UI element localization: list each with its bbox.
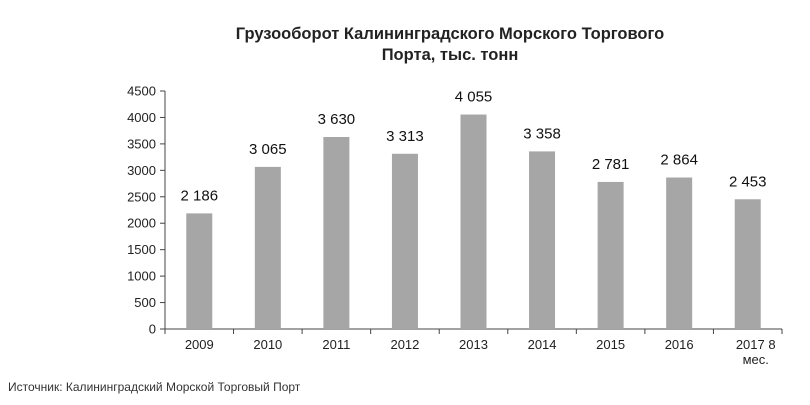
- bar: [323, 137, 350, 329]
- data-label: 3 313: [386, 128, 424, 145]
- chart-labels: 2 186 2009 3 065 2010 3 630 2011 3 313 2012 4 05…: [181, 89, 776, 367]
- x-tick-label: 2012: [390, 337, 419, 352]
- y-tick-label: 3500: [127, 136, 156, 151]
- chart-bars: [186, 114, 761, 329]
- x-tick-label: 2009: [185, 337, 214, 352]
- bar: [186, 213, 213, 329]
- y-tick-label: 4500: [127, 84, 156, 99]
- data-label: 2 186: [181, 187, 219, 204]
- chart-title-line-2: Порта, тыс. тонн: [381, 46, 519, 64]
- data-label: 2 453: [729, 173, 767, 190]
- chart-title-line-1: Грузооборот Калининградского Морского То…: [235, 25, 665, 43]
- source-note: Источник: Калининградский Морской Торгов…: [8, 380, 301, 394]
- x-tick-label: 2014: [528, 337, 557, 352]
- x-tick-label: 2017 8 мес.: [736, 337, 776, 367]
- x-tick-label: 2010: [253, 337, 282, 352]
- bar: [734, 199, 761, 329]
- bar: [666, 177, 693, 329]
- y-tick-label: 4000: [127, 110, 156, 125]
- data-label: 3 065: [249, 141, 287, 158]
- y-tick-label: 0: [149, 322, 156, 337]
- data-label: 2 864: [660, 152, 698, 169]
- bar: [460, 114, 487, 329]
- y-tick-label: 2000: [127, 216, 156, 231]
- x-tick-label: 2011: [322, 337, 350, 352]
- data-label: 2 781: [592, 156, 630, 173]
- x-tick-label: 2016: [665, 337, 694, 352]
- bar: [529, 151, 556, 329]
- y-tick-label: 500: [134, 295, 156, 310]
- data-label: 3 630: [318, 111, 356, 128]
- x-tick-label: 2015: [596, 337, 625, 352]
- bar: [254, 166, 281, 329]
- data-label: 4 055: [455, 89, 493, 106]
- bar: [597, 181, 624, 329]
- y-tick-label: 1500: [127, 242, 156, 257]
- x-tick-label: 2013: [459, 337, 488, 352]
- chart-title: Грузооборот Калининградского Морского То…: [160, 24, 740, 66]
- bar: [391, 153, 418, 329]
- y-tick-label: 1000: [127, 269, 156, 284]
- y-tick-label: 2500: [127, 189, 156, 204]
- data-label: 3 358: [523, 125, 561, 142]
- y-tick-label: 3000: [127, 163, 156, 178]
